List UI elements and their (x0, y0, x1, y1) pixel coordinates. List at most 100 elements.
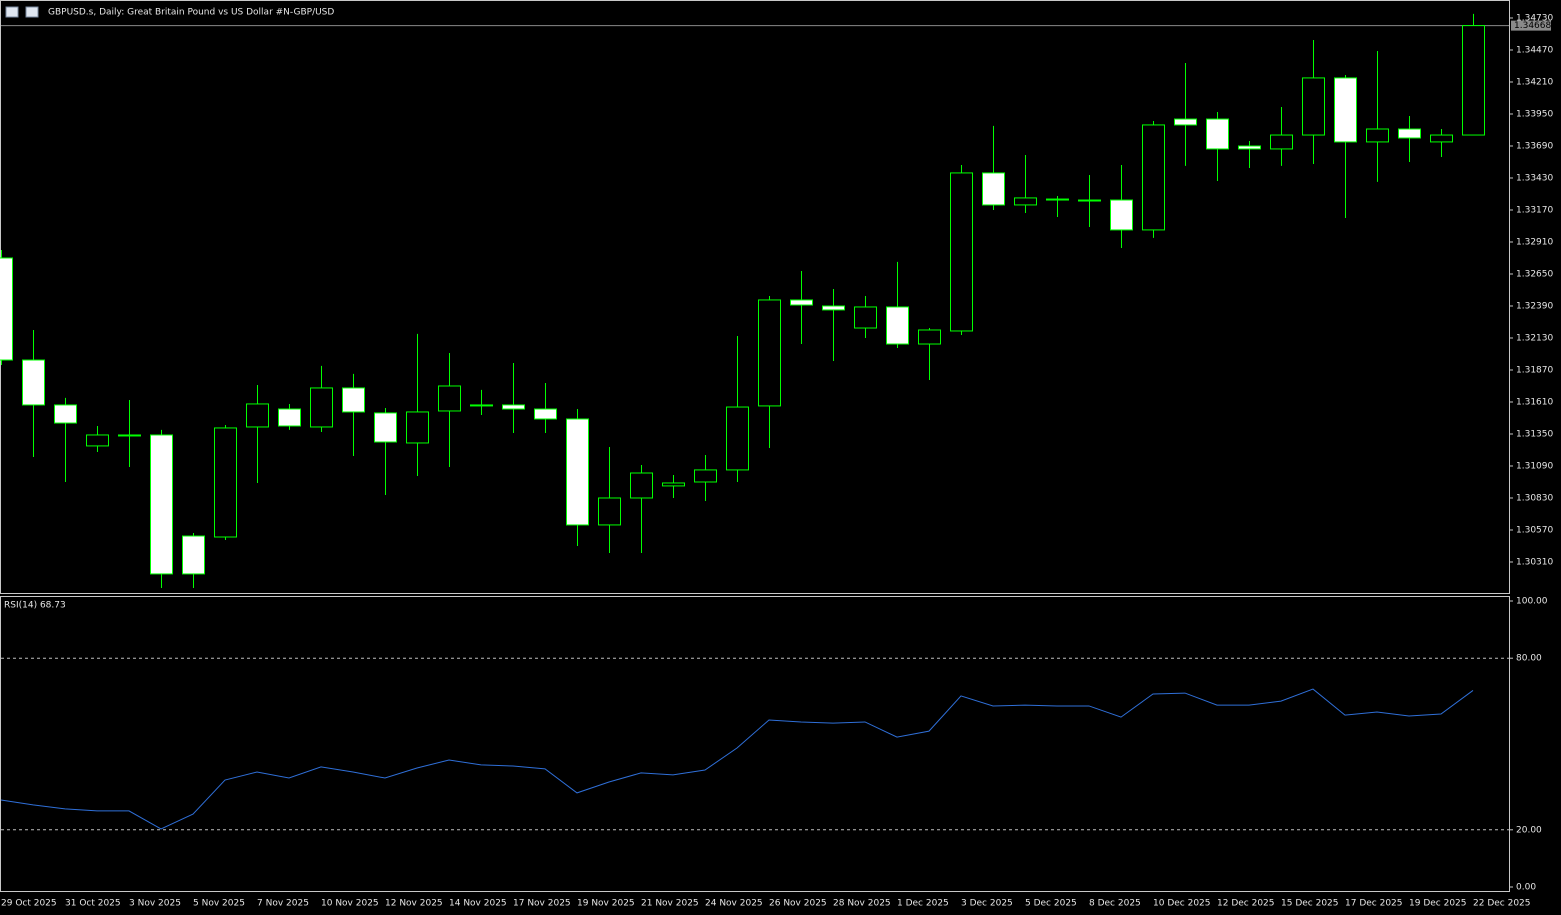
candle-body (566, 418, 589, 526)
y-tick-label: 1.30830 (1516, 493, 1553, 503)
candle-body (726, 406, 749, 471)
chart-title: GBPUSD.s, Daily: Great Britain Pound vs … (48, 8, 334, 18)
last-price-box (1511, 20, 1551, 31)
candle-body (310, 387, 333, 428)
x-tick-label: 22 Dec 2025 (1473, 899, 1531, 909)
rsi-title: RSI(14) 68.73 (4, 601, 66, 611)
x-tick-label: 1 Dec 2025 (897, 899, 949, 909)
candle-body (1174, 118, 1197, 126)
candle-body (0, 257, 13, 361)
rsi-panel (0, 596, 1510, 892)
candle-body (86, 434, 109, 447)
y-tick-label: 1.31350 (1516, 429, 1553, 439)
candle-body (1142, 124, 1165, 231)
y-tick-label: 1.31090 (1516, 461, 1553, 471)
y-tick-label: 1.33430 (1516, 173, 1553, 183)
y-tick-label: 1.31870 (1516, 365, 1553, 375)
candle-body (438, 385, 461, 412)
x-tick-label: 15 Dec 2025 (1281, 899, 1339, 909)
last-price-label: 1.34668 (1514, 21, 1551, 31)
y-tick-label: 1.32390 (1516, 301, 1553, 311)
x-tick-label: 17 Dec 2025 (1345, 899, 1403, 909)
x-tick-label: 10 Nov 2025 (321, 899, 379, 909)
chart-icon[interactable] (25, 6, 39, 18)
candle-body (534, 408, 557, 420)
candle-body (1110, 199, 1133, 231)
menu-icon[interactable] (5, 6, 19, 18)
candle-body (1046, 198, 1069, 201)
x-tick-label: 3 Dec 2025 (961, 899, 1013, 909)
candle-body (1366, 128, 1389, 143)
candle-body (1430, 134, 1453, 143)
candle-body (54, 404, 77, 424)
x-tick-label: 12 Dec 2025 (1217, 899, 1275, 909)
candle-body (854, 306, 877, 329)
candle-body (950, 172, 973, 332)
y-tick-label: 1.30310 (1516, 557, 1553, 567)
candle-body (22, 359, 45, 406)
candle-body (502, 404, 525, 410)
candle-body (1462, 25, 1485, 136)
candle-body (598, 497, 621, 526)
candle-body (214, 427, 237, 538)
candle-body (1014, 197, 1037, 206)
y-tick-label: 80.00 (1516, 654, 1542, 664)
x-tick-label: 31 Oct 2025 (65, 899, 121, 909)
x-tick-label: 24 Nov 2025 (705, 899, 763, 909)
candle-body (758, 299, 781, 407)
y-tick-label: 0.00 (1516, 882, 1536, 892)
x-tick-label: 19 Nov 2025 (577, 899, 635, 909)
candle-body (182, 535, 205, 575)
y-tick-label: 1.33690 (1516, 141, 1553, 151)
x-tick-label: 10 Dec 2025 (1153, 899, 1211, 909)
x-tick-label: 26 Nov 2025 (769, 899, 827, 909)
candle-body (1238, 145, 1261, 150)
candle-body (694, 469, 717, 483)
y-tick-label: 1.33170 (1516, 205, 1553, 215)
candle-body (1270, 134, 1293, 150)
candle-body (406, 411, 429, 444)
y-tick-label: 1.33950 (1516, 109, 1553, 119)
x-tick-label: 19 Dec 2025 (1409, 899, 1467, 909)
candle-body (918, 329, 941, 345)
candle-body (1206, 118, 1229, 150)
candle-body (246, 403, 269, 428)
candle-body (374, 412, 397, 443)
y-tick-label: 1.32910 (1516, 237, 1553, 247)
candle-body (118, 434, 141, 437)
x-tick-label: 21 Nov 2025 (641, 899, 699, 909)
candle-body (1398, 128, 1421, 139)
rsi-line (0, 688, 1474, 830)
y-tick-label: 1.31610 (1516, 397, 1553, 407)
y-tick-label: 20.00 (1516, 825, 1542, 835)
y-tick-label: 1.32650 (1516, 269, 1553, 279)
candle-body (662, 482, 685, 487)
x-tick-label: 12 Nov 2025 (385, 899, 443, 909)
candle-body (342, 387, 365, 413)
x-tick-label: 28 Nov 2025 (833, 899, 891, 909)
candle-body (1334, 77, 1357, 143)
candle-body (790, 299, 813, 306)
y-tick-label: 1.30570 (1516, 525, 1553, 535)
candle-body (630, 472, 653, 499)
y-tick-label: 100.00 (1516, 597, 1548, 607)
y-tick-label: 1.34210 (1516, 77, 1553, 87)
candle-body (1302, 77, 1325, 136)
candle-body (278, 408, 301, 427)
candle-body (150, 434, 173, 575)
y-tick-label: 1.32130 (1516, 333, 1553, 343)
x-tick-label: 14 Nov 2025 (449, 899, 507, 909)
candle-body (822, 305, 845, 311)
y-tick-label: 1.34470 (1516, 45, 1553, 55)
x-tick-label: 8 Dec 2025 (1089, 899, 1141, 909)
x-tick-label: 3 Nov 2025 (129, 899, 181, 909)
x-tick-label: 17 Nov 2025 (513, 899, 571, 909)
candle-body (470, 404, 493, 407)
candle-body (982, 172, 1005, 206)
y-tick-label: 1.34730 (1516, 13, 1553, 23)
candle-body (886, 306, 909, 345)
x-tick-label: 7 Nov 2025 (257, 899, 309, 909)
x-tick-label: 29 Oct 2025 (1, 899, 57, 909)
x-tick-label: 5 Nov 2025 (193, 899, 245, 909)
